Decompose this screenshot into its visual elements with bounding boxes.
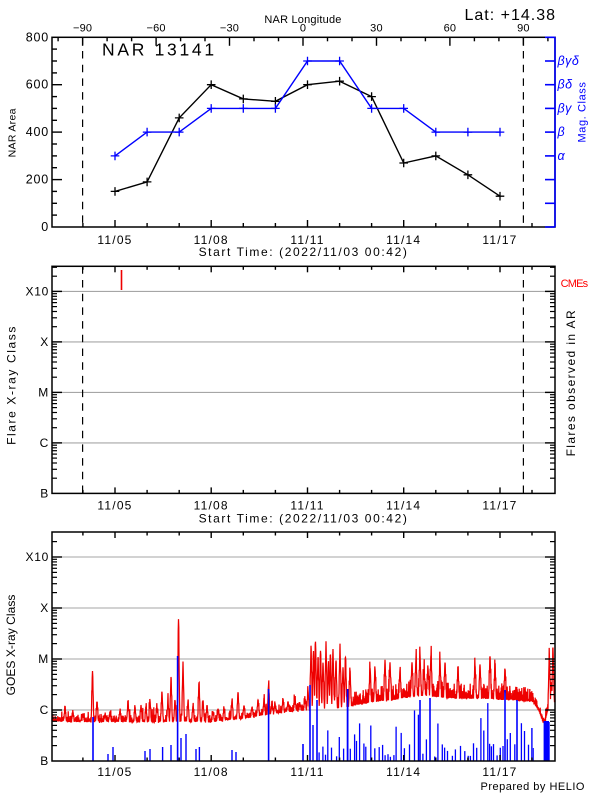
svg-text:βδ: βδ [557, 78, 574, 92]
svg-text:30: 30 [370, 23, 383, 35]
svg-text:11/11: 11/11 [290, 233, 324, 247]
svg-text:CMEs: CMEs [561, 278, 589, 290]
svg-text:Prepared by HELIO: Prepared by HELIO [481, 781, 586, 793]
svg-text:NAR 13141: NAR 13141 [102, 40, 217, 60]
svg-text:0: 0 [41, 220, 49, 234]
svg-text:200: 200 [26, 173, 49, 187]
svg-text:βγδ: βγδ [557, 54, 580, 68]
svg-text:11/05: 11/05 [97, 233, 132, 247]
svg-text:11/17: 11/17 [482, 233, 517, 247]
svg-text:0: 0 [300, 23, 306, 35]
svg-text:βγ: βγ [557, 101, 573, 115]
svg-text:11/14: 11/14 [386, 765, 421, 779]
svg-text:Flare X-ray Class: Flare X-ray Class [4, 325, 18, 445]
svg-text:C: C [40, 703, 49, 717]
svg-text:Start Time: (2022/11/03 00:42): Start Time: (2022/11/03 00:42) [199, 245, 409, 259]
svg-text:−30: −30 [220, 23, 239, 35]
svg-text:11/11: 11/11 [290, 499, 324, 513]
svg-text:NAR Area: NAR Area [7, 108, 19, 157]
svg-text:400: 400 [26, 125, 49, 139]
svg-text:Mag. Class: Mag. Class [577, 81, 589, 142]
svg-text:−60: −60 [146, 23, 165, 35]
svg-text:X10: X10 [26, 284, 49, 298]
svg-text:−90: −90 [73, 23, 92, 35]
svg-text:X: X [40, 335, 49, 349]
svg-text:GOES X-ray Class: GOES X-ray Class [4, 595, 18, 696]
svg-text:800: 800 [26, 30, 49, 44]
svg-text:Flares observed in AR: Flares observed in AR [564, 309, 578, 456]
svg-text:β: β [557, 125, 566, 139]
svg-text:X: X [40, 601, 49, 615]
svg-text:NAR Longitude: NAR Longitude [264, 14, 341, 26]
svg-text:11/08: 11/08 [194, 499, 229, 513]
svg-text:11/11: 11/11 [290, 765, 324, 779]
svg-text:Start Time: (2022/11/03 00:42): Start Time: (2022/11/03 00:42) [199, 512, 409, 526]
svg-text:B: B [40, 486, 49, 500]
svg-text:11/05: 11/05 [97, 765, 132, 779]
svg-text:C: C [40, 436, 49, 450]
svg-text:11/14: 11/14 [386, 499, 421, 513]
svg-text:90: 90 [517, 23, 530, 35]
svg-text:11/08: 11/08 [194, 765, 229, 779]
svg-text:11/17: 11/17 [482, 499, 517, 513]
svg-text:60: 60 [444, 23, 457, 35]
svg-text:600: 600 [26, 78, 49, 92]
svg-text:Lat: +14.38: Lat: +14.38 [464, 7, 556, 24]
svg-text:M: M [38, 652, 49, 666]
svg-text:B: B [40, 754, 49, 768]
svg-text:11/08: 11/08 [194, 233, 229, 247]
svg-text:X10: X10 [26, 550, 49, 564]
svg-text:11/17: 11/17 [482, 765, 517, 779]
svg-text:11/05: 11/05 [97, 499, 132, 513]
svg-text:M: M [38, 385, 49, 399]
svg-text:α: α [558, 149, 566, 163]
svg-text:11/14: 11/14 [386, 233, 421, 247]
